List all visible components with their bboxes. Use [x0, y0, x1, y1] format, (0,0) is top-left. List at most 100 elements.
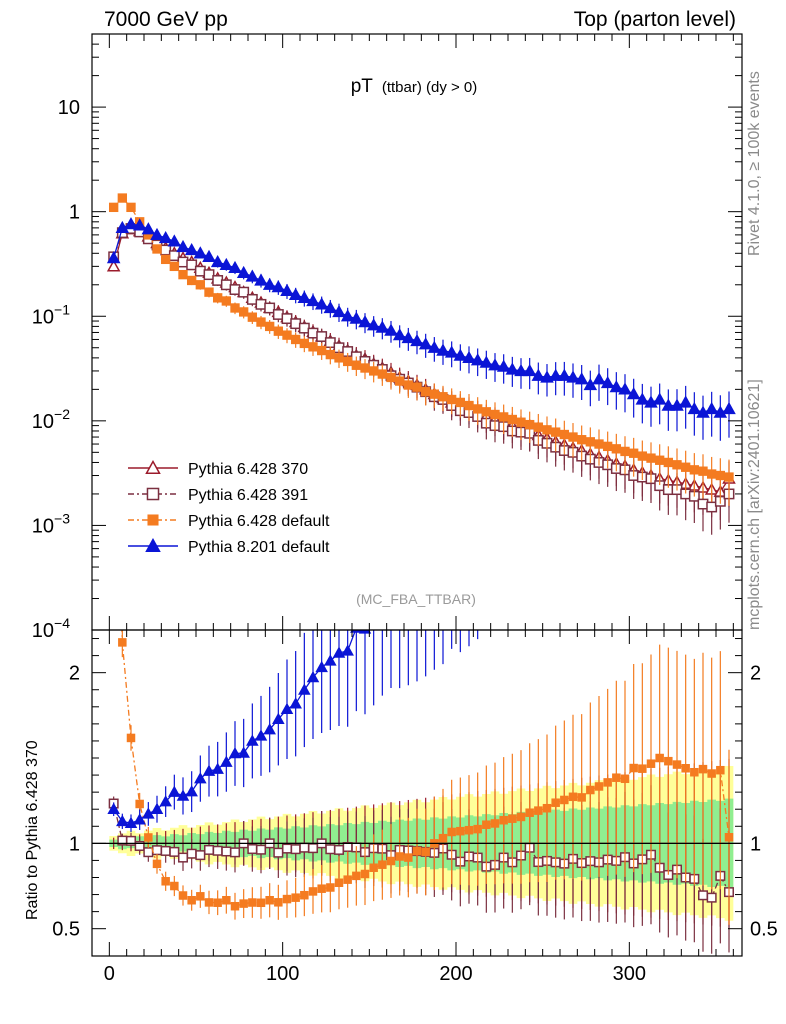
ratio-point [178, 852, 188, 863]
data-point [394, 376, 405, 386]
data-point [602, 441, 613, 452]
ratio-point [421, 847, 430, 857]
data-point [126, 202, 136, 213]
data-point [715, 470, 726, 481]
ratio-point [341, 644, 354, 656]
data-point [646, 453, 656, 463]
data-point [626, 387, 641, 400]
plot-title-sub: (ttbar) (dy > 0) [382, 79, 477, 96]
ratio-series-p6428-default [118, 630, 734, 925]
data-point [600, 375, 615, 389]
data-point [193, 246, 208, 259]
data-point [496, 359, 511, 372]
ratio-point [637, 156, 647, 165]
ratio-point [629, 105, 639, 114]
ratio-point [256, 898, 266, 908]
sidebar-rivet-version: Rivet 4.1.0, ≥ 100k events [746, 71, 763, 256]
ratio-point [629, 763, 638, 773]
data-point [436, 343, 450, 356]
data-point [204, 287, 214, 297]
data-point [706, 501, 718, 513]
ratio-point [603, 778, 612, 787]
ratio-point [481, 450, 491, 459]
legend-marker [147, 514, 159, 526]
ratio-point [176, 789, 190, 801]
data-point [273, 326, 284, 336]
ratio-point [308, 843, 318, 854]
ratio-tick-label-left: 1 [69, 833, 80, 855]
data-point [635, 392, 650, 405]
ratio-point [508, 814, 517, 823]
data-point [524, 419, 535, 430]
data-point [186, 275, 197, 286]
ratio-point [594, 782, 604, 791]
ratio-point [291, 893, 300, 902]
data-point [167, 234, 182, 247]
ratio-point [456, 826, 465, 836]
legend-label: Pythia 6.428 370 [188, 461, 308, 478]
legend-item-p6428-370: Pythia 6.428 370 [128, 459, 308, 478]
ratio-point [204, 898, 214, 907]
data-point [392, 328, 407, 341]
ratio-point [412, 559, 422, 568]
data-point [203, 269, 215, 281]
ratio-point [707, 769, 716, 778]
ratio-point [143, 847, 154, 858]
data-point [186, 259, 198, 271]
data-point [340, 309, 355, 322]
ratio-point [664, 756, 673, 766]
data-point [306, 293, 320, 307]
data-point [288, 287, 303, 301]
ratio-point [690, 767, 699, 777]
data-point [358, 315, 372, 328]
data-point [184, 242, 199, 256]
ratio-point [706, 892, 717, 903]
data-point [264, 321, 275, 332]
ratio-point [161, 877, 170, 886]
ratio-point [126, 835, 136, 846]
data-point [342, 356, 353, 367]
data-point [592, 372, 606, 385]
series-p6428-default [108, 193, 734, 506]
ratio-point [585, 227, 595, 236]
ratio-point [298, 683, 311, 695]
data-point [464, 400, 474, 411]
ratio-line-p8201-default [113, 630, 357, 824]
data-point [462, 350, 476, 364]
y-tick-label: 10−3 [32, 510, 70, 537]
legend-label: Pythia 6.428 391 [188, 487, 308, 504]
data-point [628, 448, 639, 458]
data-point [236, 265, 251, 279]
data-point [412, 382, 422, 392]
data-point [661, 398, 676, 411]
ratio-point [152, 845, 162, 856]
data-point [169, 261, 180, 272]
ratio-point [290, 844, 301, 855]
ratio-point [133, 813, 146, 825]
data-point [611, 444, 622, 454]
ratio-point [663, 124, 673, 133]
data-point [576, 435, 587, 445]
ratio-point [170, 881, 179, 891]
ratio-tick-label-right: 2 [750, 663, 761, 685]
ratio-point [724, 217, 734, 226]
data-point [420, 387, 431, 397]
ratio-point [202, 764, 216, 776]
data-point [559, 429, 570, 440]
data-point [568, 432, 578, 442]
ratio-point [724, 833, 734, 842]
data-point [360, 363, 370, 373]
ratio-point [447, 827, 456, 837]
y-tick-label: 10−4 [32, 615, 70, 642]
ratio-point [248, 898, 257, 907]
ratio-point [159, 795, 172, 807]
x-tick-label: 200 [439, 963, 472, 985]
legend-marker [145, 537, 161, 552]
data-point [533, 422, 544, 432]
ratio-point [403, 568, 413, 577]
ratio-point [672, 760, 682, 769]
data-point [585, 437, 596, 447]
data-point [410, 333, 424, 347]
data-point [238, 286, 250, 298]
